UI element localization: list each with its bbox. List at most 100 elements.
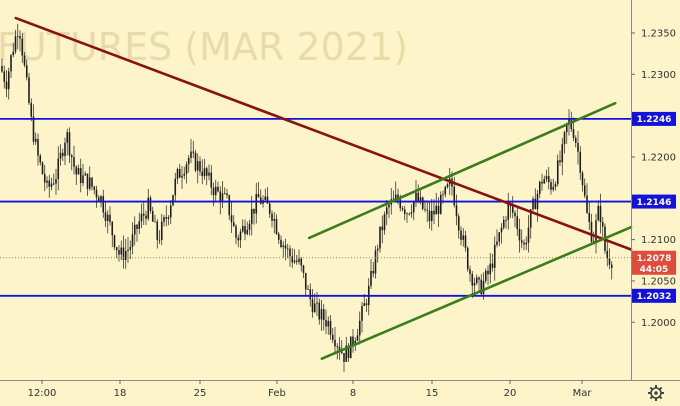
candle-body — [482, 280, 485, 295]
candle-body — [289, 248, 291, 257]
candle-body — [55, 179, 57, 184]
candle-body — [7, 71, 10, 90]
y-tick-label: 1.2200 — [641, 152, 676, 163]
candle-body — [284, 245, 287, 249]
candle-body — [433, 210, 435, 215]
channel-upper-trendline[interactable] — [307, 101, 617, 240]
candle-body — [532, 198, 534, 210]
candle-body — [424, 208, 426, 210]
candle-body — [354, 340, 357, 345]
candle-body — [356, 335, 359, 341]
candle-body — [194, 152, 197, 171]
candle-body — [124, 251, 127, 260]
candle-body — [563, 132, 566, 145]
gear-icon[interactable] — [648, 385, 664, 401]
candle-body — [592, 240, 595, 242]
candle-body — [84, 173, 87, 176]
candle-body — [253, 208, 255, 214]
candle-body — [426, 209, 429, 211]
candle-body — [115, 247, 118, 251]
candle-body — [329, 320, 332, 335]
candle-body — [156, 221, 159, 240]
candle-body — [111, 221, 114, 236]
candle-body — [606, 250, 609, 259]
x-tick-label: 12:00 — [28, 388, 57, 399]
candle-body — [520, 240, 523, 243]
candle-body — [523, 242, 525, 245]
candle-body — [210, 172, 213, 188]
candle-body — [230, 215, 233, 223]
candle-body — [57, 158, 60, 180]
candle-body — [127, 249, 129, 252]
candle-body — [183, 173, 186, 176]
candle-body — [118, 250, 120, 255]
candle-body — [293, 260, 296, 263]
candle-body — [361, 305, 363, 321]
candle-body — [347, 345, 350, 359]
level-price-tag — [632, 111, 676, 126]
horizontal-levels — [0, 118, 631, 297]
time-axis[interactable]: 12:00 18 25 Feb 8 15 20 Mar — [28, 380, 593, 399]
candle-body — [462, 235, 465, 240]
candle-body — [525, 242, 528, 245]
candle-body — [444, 187, 447, 195]
candle-body — [484, 270, 487, 281]
candle-body — [226, 193, 228, 196]
candle-body — [259, 197, 262, 204]
price-axis[interactable]: 1.2350 1.2300 1.2200 1.2100 1.2050 1.2000 — [631, 28, 676, 329]
candle-body — [255, 194, 258, 214]
candle-body — [199, 161, 201, 172]
candle-body — [608, 258, 611, 265]
downtrend-trendline[interactable] — [14, 16, 633, 251]
candle-body — [437, 205, 440, 214]
candle-body — [500, 227, 503, 233]
candle-body — [365, 303, 368, 306]
candle-body — [237, 237, 240, 241]
y-tick-label: 1.2050 — [641, 276, 676, 287]
candle-body — [322, 309, 325, 321]
candle-body — [165, 217, 168, 219]
candle-body — [446, 184, 449, 188]
candle-body — [601, 222, 604, 227]
candle-body — [100, 196, 102, 202]
candle-body — [232, 222, 235, 227]
level-price-tag — [632, 194, 676, 209]
candle-body — [5, 81, 8, 90]
candle-body — [120, 247, 123, 255]
candle-body — [235, 226, 237, 238]
candle-body — [561, 144, 564, 163]
candle-body — [397, 194, 399, 200]
candle-body — [496, 241, 498, 245]
candle-body — [268, 203, 271, 214]
candle-body — [318, 302, 321, 320]
candle-body — [421, 197, 424, 209]
candle-body — [66, 132, 69, 143]
candle-body — [73, 157, 75, 167]
candle-body — [228, 195, 231, 216]
x-tick-label: 8 — [350, 388, 356, 399]
y-tick-label: 1.2100 — [641, 235, 676, 246]
candle-body — [516, 216, 519, 230]
candle-body — [79, 168, 82, 184]
channel-lower-trendline[interactable] — [320, 225, 633, 360]
candle-body — [212, 187, 215, 196]
candle-body — [203, 168, 206, 177]
candle-body — [316, 302, 318, 304]
candle-body — [14, 36, 17, 52]
candle-body — [374, 250, 377, 274]
candle-body — [480, 279, 483, 295]
candle-body — [334, 339, 336, 347]
candle-body — [581, 172, 584, 186]
candle-body — [574, 137, 577, 143]
candle-body — [190, 151, 192, 158]
level-price-label: 1.2032 — [637, 292, 672, 302]
candle-body — [376, 248, 379, 251]
candle-body — [91, 177, 93, 187]
candle-body — [455, 205, 458, 217]
candle-body — [338, 346, 341, 352]
candle-body — [298, 258, 300, 262]
candle-body — [302, 265, 305, 273]
candle-body — [399, 199, 402, 209]
candle-body — [489, 263, 492, 275]
